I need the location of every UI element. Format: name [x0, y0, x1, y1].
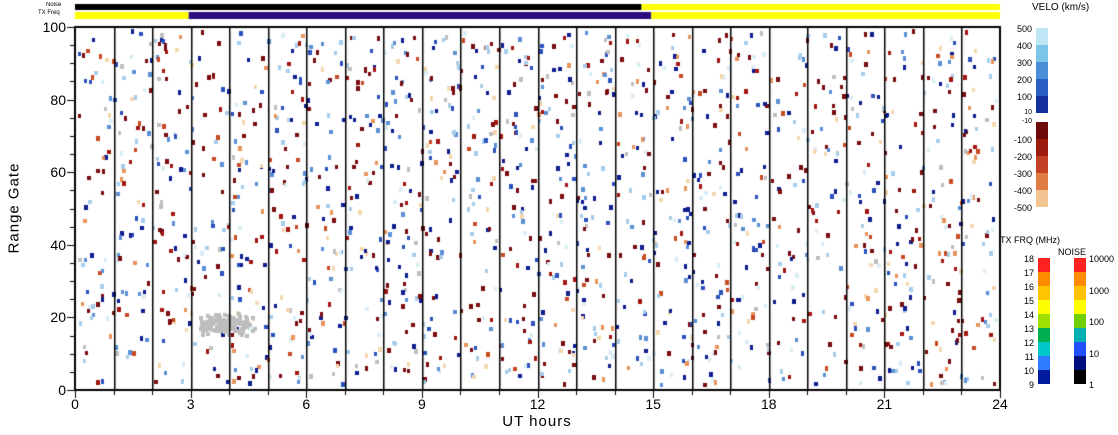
txfreq-colorbar-label: 17 [1023, 268, 1034, 278]
noise-colorbar-label: 10000 [1089, 254, 1115, 264]
txfreq-colorbar-segment [1038, 286, 1050, 300]
txfreq-bar-label: TX Freq [38, 10, 60, 16]
velocity-colorbar-label: 10 [1024, 109, 1032, 116]
noise-colorbar-label: 1 [1089, 380, 1095, 390]
velocity-colorbar-label: -300 [1013, 169, 1032, 179]
velocity-colorbar-label: 400 [1016, 41, 1032, 51]
txfreq-colorbar-label: 16 [1023, 282, 1034, 292]
velocity-colorbar-label: 100 [1016, 92, 1032, 102]
velocity-colorbar-label: -100 [1013, 135, 1032, 145]
y-tick-label: 100 [42, 19, 66, 35]
velocity-colorbar-label: -200 [1013, 152, 1032, 162]
y-tick-label: 60 [50, 164, 66, 181]
noise-colorbar-title: NOISE [1058, 247, 1087, 257]
x-tick-label: 6 [302, 396, 311, 412]
velocity-colorbar-title: VELO (km/s) [1032, 2, 1090, 13]
velocity-colorbar-label: 500 [1016, 24, 1032, 34]
noise-bar-label: Noise [46, 2, 62, 8]
txfreq-colorbar-segment [1038, 342, 1050, 356]
velocity-colorbar-negative-segment [1036, 190, 1048, 207]
velocity-colorbar-negative-segment [1036, 122, 1048, 139]
y-tick-label: 0 [58, 382, 66, 398]
y-tick-label: 40 [50, 236, 66, 253]
noise-colorbar-segment [1074, 286, 1086, 300]
velocity-colorbar-label: -500 [1013, 203, 1032, 213]
txfreq-colorbar-label: 15 [1023, 296, 1034, 306]
velocity-colorbar-positive-segment [1036, 45, 1048, 62]
txfreq-colorbar-title: TX FRQ (MHz) [1000, 235, 1060, 245]
velocity-colorbar-positive-segment [1036, 62, 1048, 79]
noise-colorbar-label: 100 [1089, 317, 1105, 327]
noise-colorbar-segment [1074, 342, 1086, 356]
txfreq-colorbar-label: 14 [1023, 310, 1034, 320]
txfreq-colorbar-label: 11 [1024, 352, 1034, 362]
velocity-colorbar-label: 300 [1016, 58, 1032, 68]
y-axis-title: Range Gate [5, 162, 23, 254]
noise-colorbar-segment [1074, 370, 1086, 384]
txfreq-colorbar-segment [1038, 300, 1050, 314]
noise-colorbar-label: 1000 [1089, 285, 1110, 296]
noise-colorbar-segment [1074, 258, 1086, 272]
txfreq-colorbar-segment [1038, 356, 1050, 370]
velocity-colorbar-positive-segment [1036, 96, 1048, 113]
noise-colorbar-segment [1074, 328, 1086, 342]
txfreq-colorbar-segment [1038, 328, 1050, 342]
velocity-colorbar-negative-segment [1036, 156, 1048, 173]
x-tick-label: 18 [760, 396, 777, 412]
x-tick-label: 0 [71, 396, 79, 412]
txfreq-colorbar-label: 12 [1023, 338, 1034, 348]
x-tick-label: 21 [876, 396, 893, 412]
velocity-colorbar-negative-segment [1036, 173, 1048, 190]
velocity-colorbar-label: -10 [1021, 118, 1032, 125]
txfreq-colorbar-label: 18 [1023, 254, 1034, 264]
noise-colorbar-segment [1074, 300, 1086, 314]
noise-colorbar-segment [1074, 356, 1086, 370]
x-tick-label: 3 [186, 396, 195, 412]
x-axis-title: UT hours [502, 413, 572, 430]
x-tick-label: 24 [992, 396, 1008, 412]
noise-colorbar-segment [1074, 272, 1086, 286]
txfreq-colorbar-segment [1038, 258, 1050, 272]
txfreq-colorbar-segment [1038, 370, 1050, 384]
velocity-colorbar-positive-segment [1036, 28, 1048, 45]
y-tick-label: 80 [50, 91, 66, 108]
noise-colorbar-segment [1074, 314, 1086, 328]
txfreq-colorbar-label: 10 [1023, 366, 1034, 376]
x-tick-label: 9 [417, 396, 426, 412]
velocity-colorbar-negative-segment [1036, 139, 1048, 156]
x-tick-label: 15 [645, 396, 661, 412]
velocity-colorbar-positive-segment [1036, 79, 1048, 96]
txfreq-colorbar-segment [1038, 272, 1050, 286]
y-tick-label: 20 [50, 309, 66, 326]
velocity-colorbar-label: -400 [1013, 186, 1032, 196]
noise-colorbar-label: 10 [1089, 348, 1100, 359]
txfreq-colorbar-segment [1038, 314, 1050, 328]
txfreq-colorbar-label: 13 [1023, 324, 1034, 334]
x-tick-label: 12 [529, 396, 546, 412]
velocity-colorbar-label: 200 [1016, 75, 1032, 85]
txfreq-colorbar-label: 9 [1028, 380, 1034, 390]
